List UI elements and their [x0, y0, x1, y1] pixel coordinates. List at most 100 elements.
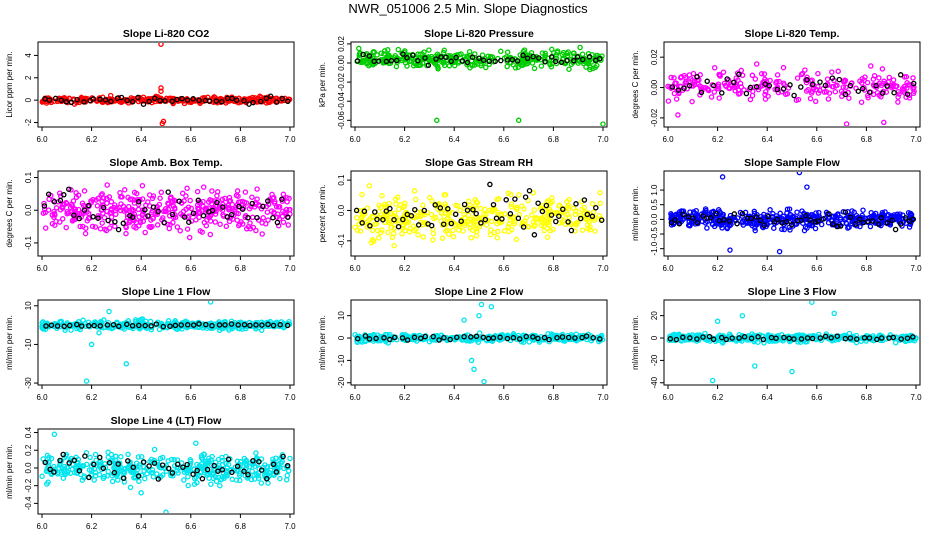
- data-point: [539, 205, 546, 212]
- data-point-highlight: [694, 219, 700, 226]
- data-point: [283, 477, 290, 483]
- data-point-outlier: [476, 312, 482, 319]
- data-point: [895, 99, 901, 105]
- data-point: [767, 207, 773, 213]
- chart-3: Slope Li-820 Temp. 6.0 6.2 6.4 6.6 6.8 7.0 -0.0…: [631, 28, 922, 144]
- data-point-highlight: [454, 334, 460, 341]
- data-point-highlight: [817, 335, 824, 341]
- data-point-highlight: [574, 54, 581, 60]
- plot-frame: [37, 170, 295, 257]
- data-point: [572, 211, 579, 218]
- data-point-highlight: [167, 323, 173, 329]
- data-point: [84, 218, 91, 224]
- data-point: [741, 87, 747, 93]
- data-point-highlight: [572, 335, 578, 341]
- x-tick-label: 7.0: [284, 264, 296, 273]
- data-point-highlight: [520, 224, 527, 230]
- data-point: [799, 70, 806, 77]
- data-point-highlight: [730, 79, 737, 86]
- data-point: [420, 202, 426, 209]
- y-tick-label: 0.2: [24, 444, 33, 456]
- data-point: [876, 75, 882, 81]
- x-tick-label: 6.0: [349, 393, 361, 402]
- data-point: [118, 201, 124, 207]
- data-point: [170, 203, 177, 209]
- data-point: [516, 192, 522, 198]
- data-point: [815, 90, 822, 96]
- data-point: [767, 77, 773, 84]
- data-point: [253, 320, 259, 326]
- data-point: [545, 330, 551, 337]
- data-point-highlight: [381, 335, 387, 341]
- data-point-highlight: [422, 333, 428, 340]
- data-point-highlight: [258, 467, 265, 473]
- data-point-highlight: [579, 334, 585, 341]
- data-point: [505, 228, 512, 235]
- data-point: [208, 200, 215, 207]
- data-point-highlight: [853, 221, 859, 227]
- data-point: [195, 205, 201, 211]
- data-point: [209, 325, 216, 331]
- data-point: [879, 66, 886, 72]
- data-point: [209, 188, 215, 194]
- y-tick-label: 0.0: [24, 204, 33, 216]
- data-point: [554, 49, 561, 56]
- data-point-highlight: [146, 463, 152, 469]
- data-point-highlight: [565, 334, 572, 341]
- data-point-highlight: [81, 99, 87, 105]
- data-point-highlight: [115, 226, 122, 233]
- data-point-highlight: [74, 96, 80, 103]
- data-point: [716, 72, 723, 79]
- data-point-highlight: [571, 58, 577, 64]
- data-point: [540, 216, 547, 222]
- data-point: [779, 226, 785, 233]
- data-point: [136, 478, 142, 485]
- data-point: [753, 61, 760, 67]
- data-point-highlight: [842, 335, 849, 342]
- data-point: [185, 204, 192, 210]
- data-point-highlight: [260, 203, 266, 210]
- data-point: [737, 80, 744, 87]
- data-point: [92, 469, 99, 476]
- x-tick-label: 6.2: [399, 135, 411, 144]
- data-point-outlier: [727, 247, 733, 253]
- data-point: [799, 208, 805, 214]
- data-point-highlight: [438, 54, 444, 60]
- data-point-outlier: [719, 174, 726, 180]
- data-point-highlight: [910, 80, 917, 87]
- data-point: [579, 206, 585, 213]
- data-point: [194, 202, 201, 208]
- data-point: [236, 472, 243, 479]
- data-point: [886, 74, 893, 81]
- data-point: [511, 221, 517, 227]
- data-point: [287, 455, 293, 462]
- data-point: [496, 219, 502, 225]
- data-point-highlight: [418, 335, 424, 341]
- data-point: [251, 472, 257, 478]
- data-point: [672, 80, 678, 87]
- data-point: [242, 189, 249, 195]
- data-point-outlier: [515, 117, 522, 124]
- data-point: [271, 194, 277, 201]
- data-point: [441, 47, 448, 54]
- chart-5: Slope Gas Stream RH 6.0 6.2 6.4 6.6 6.8 7.0 -0.…: [318, 157, 609, 273]
- data-point-highlight: [436, 337, 442, 343]
- data-point: [392, 196, 399, 202]
- data-point-highlight: [469, 54, 476, 60]
- data-point: [144, 470, 150, 477]
- y-tick-label: -0.2: [24, 478, 33, 492]
- y-tick-label: 0.5: [650, 199, 659, 211]
- data-point: [671, 90, 678, 97]
- data-point: [720, 69, 727, 75]
- x-tick-label: 6.0: [36, 135, 48, 144]
- x-tick-label: 6.2: [399, 393, 411, 402]
- data-point: [233, 192, 240, 199]
- data-point: [465, 198, 472, 205]
- data-point: [441, 62, 448, 69]
- data-point: [550, 226, 556, 233]
- data-point: [149, 195, 156, 202]
- data-point-highlight: [76, 468, 83, 474]
- data-point-highlight: [66, 322, 73, 329]
- y-tick-label: -0.5: [650, 227, 659, 241]
- data-point-highlight: [408, 213, 415, 219]
